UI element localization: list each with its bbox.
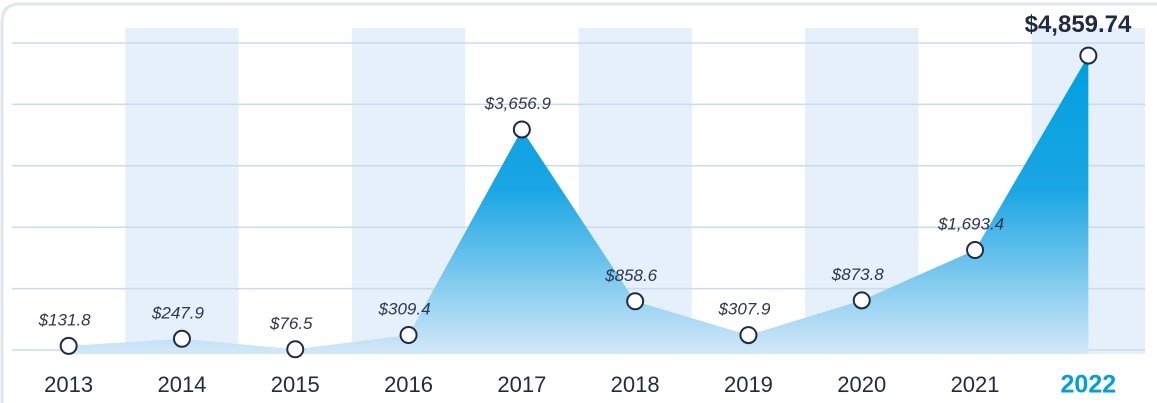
- data-point: [966, 241, 985, 260]
- data-point: [286, 340, 305, 359]
- x-tick-label: 2017: [497, 372, 546, 397]
- data-point: [399, 326, 418, 345]
- x-tick-label: 2015: [271, 372, 320, 397]
- data-point: [852, 291, 871, 310]
- area: [68, 55, 1089, 354]
- x-tick-label: 2014: [157, 372, 206, 397]
- value-label: $309.4: [378, 299, 431, 318]
- value-label: $4,859.74: [1025, 11, 1132, 38]
- data-point: [626, 292, 645, 311]
- value-label: $3,656.9: [484, 94, 552, 113]
- x-tick-label: 2021: [951, 372, 1000, 397]
- value-label: $1,693.4: [937, 215, 1004, 234]
- data-point: [59, 336, 78, 355]
- data-point: [739, 326, 758, 345]
- x-tick-label: 2018: [611, 372, 660, 397]
- data-point: [1079, 46, 1098, 65]
- value-label: $873.8: [831, 265, 885, 284]
- value-label: $247.9: [151, 303, 205, 322]
- value-label: $76.5: [269, 314, 313, 333]
- value-label: $858.6: [604, 266, 658, 285]
- x-tick-label: 2020: [837, 372, 886, 397]
- column-band: [125, 28, 239, 354]
- x-tick-label: 2013: [44, 372, 93, 397]
- value-label: $307.9: [717, 300, 771, 319]
- x-tick-label: 2016: [384, 372, 433, 397]
- value-label: $131.8: [38, 310, 92, 329]
- x-tick-label: 2022: [1061, 371, 1117, 399]
- data-point: [512, 120, 531, 139]
- data-point: [172, 329, 191, 348]
- x-tick-label: 2019: [724, 372, 773, 397]
